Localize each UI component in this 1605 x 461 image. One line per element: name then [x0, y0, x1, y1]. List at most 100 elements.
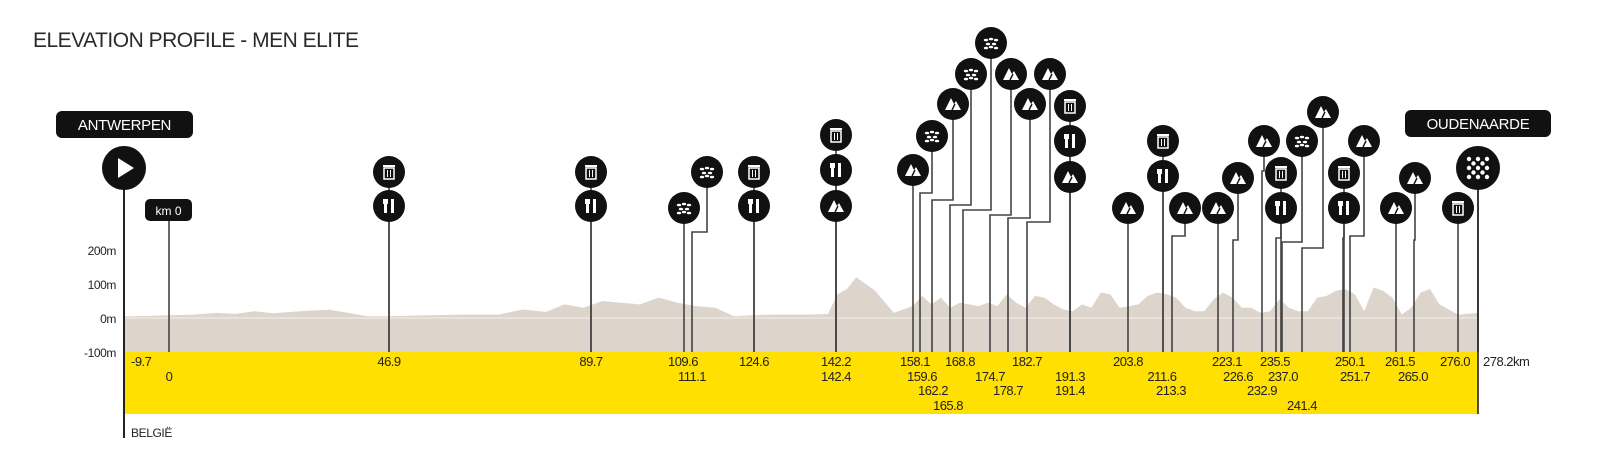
climb-icon — [1248, 125, 1280, 157]
km-label: 235.5 — [1260, 354, 1290, 369]
km-label: 158.1 — [900, 354, 930, 369]
connector-line — [931, 104, 954, 352]
connector-line — [962, 43, 992, 352]
km-label: -9.7 — [131, 354, 152, 369]
waste-icon — [373, 156, 405, 188]
waste-icon — [738, 156, 770, 188]
feed-icon — [1054, 125, 1086, 157]
climb-icon — [897, 154, 929, 186]
km-label: 162.2 — [918, 383, 948, 398]
km-label: 165.8 — [933, 398, 963, 413]
km-label: 178.7 — [993, 383, 1023, 398]
km-label: 111.1 — [678, 369, 706, 384]
climb-icon — [820, 190, 852, 222]
km0-label: km 0 — [155, 204, 181, 218]
km-band — [124, 352, 1478, 414]
connector-line — [1281, 141, 1303, 352]
total-distance-label: 278.2km — [1483, 354, 1529, 369]
km-label: 46.9 — [377, 354, 401, 369]
climb-icon — [1348, 125, 1380, 157]
km0-badge — [145, 199, 192, 221]
km-label: 251.7 — [1340, 369, 1370, 384]
feed-icon — [820, 154, 852, 186]
km-label: 0 — [166, 369, 173, 384]
connector-line — [949, 74, 972, 352]
climb-icon — [1112, 192, 1144, 224]
km-label: 182.7 — [1012, 354, 1042, 369]
climb-icon — [1034, 58, 1066, 90]
climb-icon — [1222, 162, 1254, 194]
feed-icon — [575, 190, 607, 222]
connector-line — [1007, 104, 1031, 352]
y-tick-0: 0m — [100, 312, 116, 326]
cobbles-icon — [955, 58, 987, 90]
climb-icon — [1054, 161, 1086, 193]
waste-icon — [1265, 157, 1297, 189]
km-label: 168.8 — [945, 354, 975, 369]
connector-line — [1026, 74, 1051, 352]
climb-icon — [1014, 88, 1046, 120]
climb-icon — [1307, 96, 1339, 128]
km-label: 261.5 — [1385, 354, 1415, 369]
km-label: 89.7 — [579, 354, 603, 369]
feed-icon — [373, 190, 405, 222]
waste-icon — [1147, 125, 1179, 157]
km-label: 174.7 — [975, 369, 1005, 384]
connector-line — [1301, 112, 1324, 352]
y-tick-minus-100: -100m — [84, 346, 116, 360]
cobbles-icon — [975, 27, 1007, 59]
km-label: 237.0 — [1268, 369, 1298, 384]
km-label: 211.6 — [1147, 369, 1176, 384]
climb-icon — [1169, 192, 1201, 224]
waste-icon — [820, 119, 852, 151]
cobbles-icon — [1286, 125, 1318, 157]
km-label: 226.6 — [1223, 369, 1253, 384]
km-label: 276.0 — [1440, 354, 1470, 369]
start-city-label: ANTWERPEN — [78, 117, 171, 134]
km-label: 142.2 — [821, 354, 851, 369]
km-label: 213.3 — [1156, 383, 1186, 398]
cobbles-icon — [916, 120, 948, 152]
km-label: 232.9 — [1247, 383, 1277, 398]
waste-icon — [1442, 192, 1474, 224]
feed-icon — [1328, 192, 1360, 224]
km-label: 109.6 — [668, 354, 698, 369]
climb-icon — [1202, 192, 1234, 224]
km-label: 265.0 — [1398, 369, 1428, 384]
feed-icon — [1147, 160, 1179, 192]
y-tick-200: 200m — [88, 244, 117, 258]
km-label: 241.4 — [1287, 398, 1317, 413]
connector-line — [1349, 141, 1365, 352]
climb-icon — [995, 58, 1027, 90]
climb-icon — [937, 88, 969, 120]
y-tick-100: 100m — [88, 278, 117, 292]
waste-icon — [1054, 90, 1086, 122]
waste-icon — [575, 156, 607, 188]
km-label: 159.6 — [907, 369, 937, 384]
km-label: 191.4 — [1055, 383, 1085, 398]
km-label: 124.6 — [739, 354, 769, 369]
km-label: 203.8 — [1113, 354, 1143, 369]
chart-title: ELEVATION PROFILE - MEN ELITE — [33, 29, 359, 52]
cobbles-icon — [691, 156, 723, 188]
finish-city-label: OUDENAARDE — [1427, 116, 1530, 133]
start-flag-icon — [102, 146, 146, 190]
connector-line — [1232, 178, 1239, 352]
finish-flag-icon — [1456, 146, 1500, 190]
connector-line — [989, 74, 1012, 352]
connector-line — [691, 172, 708, 352]
country-label: BELGIË — [131, 426, 172, 440]
finish-city-badge — [1405, 110, 1551, 137]
km-label: 191.3 — [1055, 369, 1085, 384]
climb-icon — [1380, 192, 1412, 224]
km-label: 142.4 — [821, 369, 851, 384]
feed-icon — [738, 190, 770, 222]
km-label: 250.1 — [1335, 354, 1365, 369]
climb-icon — [1399, 162, 1431, 194]
y-axis: 200m 100m 0m -100m — [84, 244, 117, 360]
start-city-badge — [56, 111, 193, 138]
elevation-area — [124, 277, 1478, 352]
feed-icon — [1265, 192, 1297, 224]
